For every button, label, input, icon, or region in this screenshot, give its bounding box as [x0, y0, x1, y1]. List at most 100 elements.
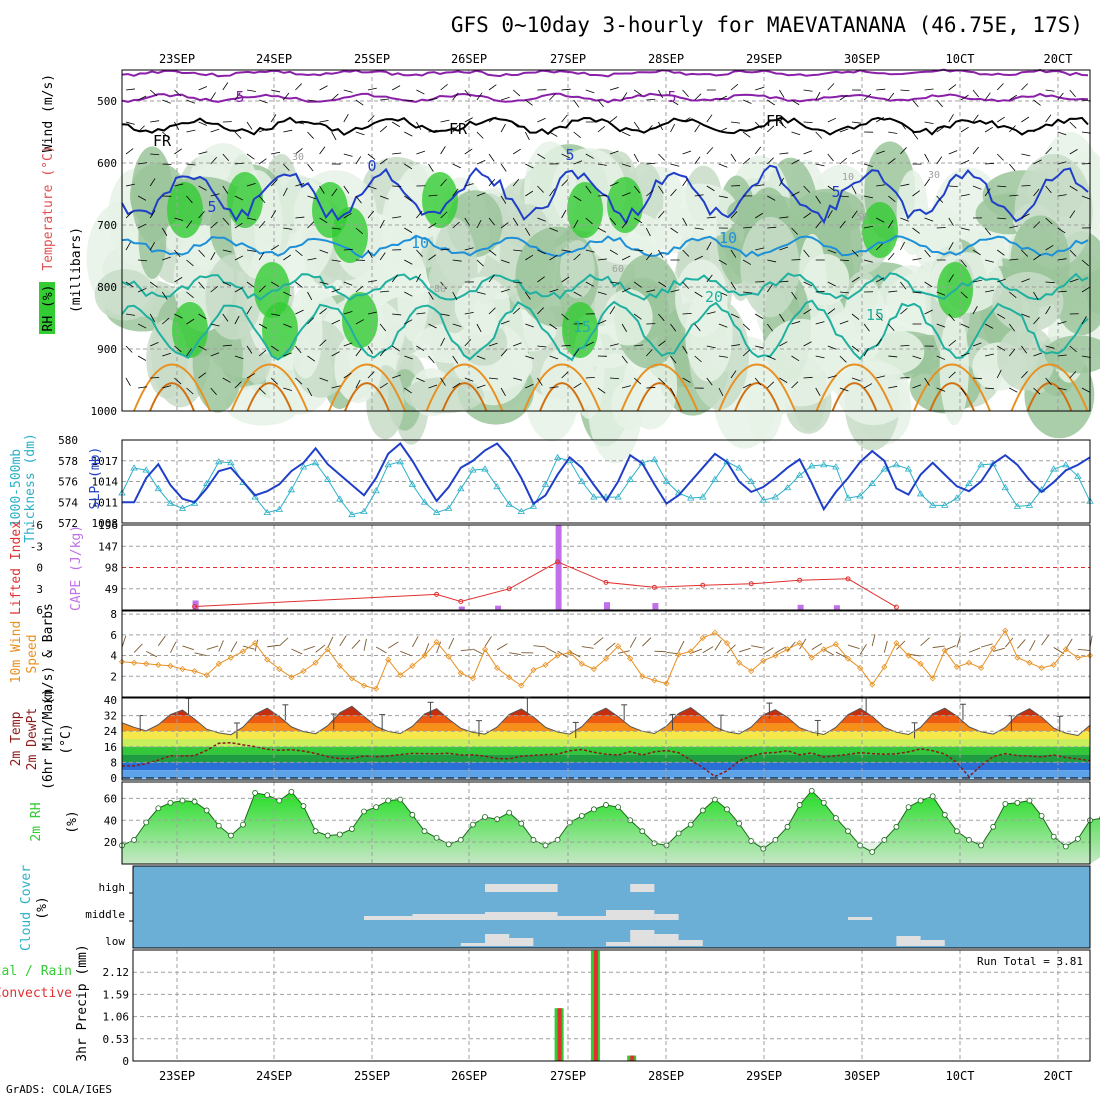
rh-marker	[797, 802, 802, 807]
rh-marker	[216, 823, 221, 828]
contour-label: 10	[411, 234, 429, 252]
run-total-annotation: Run Total = 3.81	[977, 955, 1083, 968]
wind-barb-10m	[340, 636, 346, 646]
cloud-bar	[485, 934, 509, 946]
wind-barb-10m	[1054, 647, 1064, 653]
cloud-bar	[679, 940, 703, 946]
rh-marker	[156, 806, 161, 811]
temp-band	[122, 755, 1090, 763]
cloud-bar	[630, 884, 654, 892]
rh-blob	[138, 196, 166, 278]
contour-label: 0	[367, 157, 376, 175]
rh-marker	[652, 841, 657, 846]
axis-label: 2m Temp	[9, 711, 24, 766]
rh-marker	[604, 802, 609, 807]
wind-barb-10m	[449, 638, 454, 649]
cloud-bar	[364, 916, 412, 920]
axis-label: CAPE (J/kg)	[69, 525, 84, 611]
tick-label: 40	[104, 814, 117, 827]
tick-label: 2	[110, 670, 117, 683]
date-label-bottom: 25SEP	[354, 1069, 390, 1083]
wind-barb-10m	[739, 648, 750, 651]
wind-barb-10m	[122, 636, 126, 647]
date-label-top: 23SEP	[159, 52, 195, 66]
temp-band	[122, 762, 1090, 770]
date-label-top: 28SEP	[648, 52, 684, 66]
date-label-bottom: 29SEP	[746, 1069, 782, 1083]
rh-marker	[991, 824, 996, 829]
tick-label: 0	[110, 772, 117, 785]
rh-marker	[241, 822, 246, 827]
wind-barb-10m	[207, 646, 218, 649]
tick-label: 500	[97, 95, 117, 108]
date-label-top: 20CT	[1044, 52, 1073, 66]
tick-label: 0.53	[103, 1033, 130, 1046]
date-label-bottom: 23SEP	[159, 1069, 195, 1083]
wind-barb-10m	[884, 641, 887, 653]
wind-barb-10m	[279, 638, 288, 646]
tick-label: 900	[97, 343, 117, 356]
tick-label: 3	[36, 583, 43, 596]
rh-marker	[761, 846, 766, 851]
rh-marker	[398, 797, 403, 802]
wind-barb-10m	[328, 637, 333, 648]
axis-label: 2m DewPt	[25, 708, 40, 771]
wind-barb-10m	[775, 647, 785, 653]
rh-marker	[821, 800, 826, 805]
contour-label: 50	[856, 212, 868, 223]
wind-barb-10m	[969, 648, 980, 652]
tick-label: 60	[104, 792, 117, 805]
temp-band	[122, 716, 1090, 724]
rh-marker	[362, 809, 367, 814]
wind-barb-10m	[158, 636, 165, 646]
cloud-bar	[558, 916, 606, 920]
wind-barb-10m	[812, 643, 822, 649]
tick-label: 600	[97, 157, 117, 170]
precip-rain-bar	[630, 1056, 634, 1061]
wind-barb-10m	[751, 646, 763, 648]
date-label-top: 27SEP	[550, 52, 586, 66]
rh-high-blob	[332, 207, 368, 263]
tick-label: high	[99, 881, 126, 894]
upper-axis-labels: Wind (m/s)Temperature (°C)RH (%)(milliba…	[39, 74, 84, 334]
contour-label: 5	[207, 198, 216, 216]
date-label-bottom: 30SEP	[844, 1069, 880, 1083]
wind-barb-10m	[412, 636, 418, 647]
legend-convective: Convective	[0, 986, 72, 1001]
wind-barb-10m	[219, 640, 224, 651]
rh-high-blob	[167, 182, 203, 238]
rh-marker	[253, 790, 258, 795]
rh-marker	[954, 829, 959, 834]
wind-barb-10m	[933, 646, 945, 648]
wind-barb-10m	[316, 645, 325, 652]
tick-label: 576	[58, 476, 78, 489]
tick-label: 16	[104, 741, 117, 754]
date-label-bottom: 27SEP	[550, 1069, 586, 1083]
axis-label: Speed	[25, 634, 40, 673]
rh-marker	[1015, 800, 1020, 805]
wind-barb-10m	[654, 651, 666, 652]
rh-blob	[740, 217, 799, 318]
tick-label: low	[105, 935, 125, 948]
rh-marker	[712, 797, 717, 802]
axis-label: Temperature (°C)	[41, 145, 56, 270]
wind-barb-10m	[304, 646, 315, 650]
temp-band	[122, 770, 1090, 778]
rh-marker	[228, 833, 233, 838]
contour-label: 5	[235, 88, 244, 106]
date-label-bottom: 26SEP	[451, 1069, 487, 1083]
tick-label: -3	[30, 540, 43, 553]
cloud-bar	[921, 940, 945, 946]
cloud-bar	[896, 936, 920, 946]
footer-credit: GrADS: COLA/IGES	[6, 1083, 112, 1096]
rh-high-blob	[422, 172, 458, 228]
rh-area	[122, 791, 1100, 864]
cloud-bar	[509, 938, 533, 946]
axis-label: (°C)	[59, 723, 74, 754]
tick-label: 196	[98, 519, 118, 532]
rh-marker	[616, 805, 621, 810]
